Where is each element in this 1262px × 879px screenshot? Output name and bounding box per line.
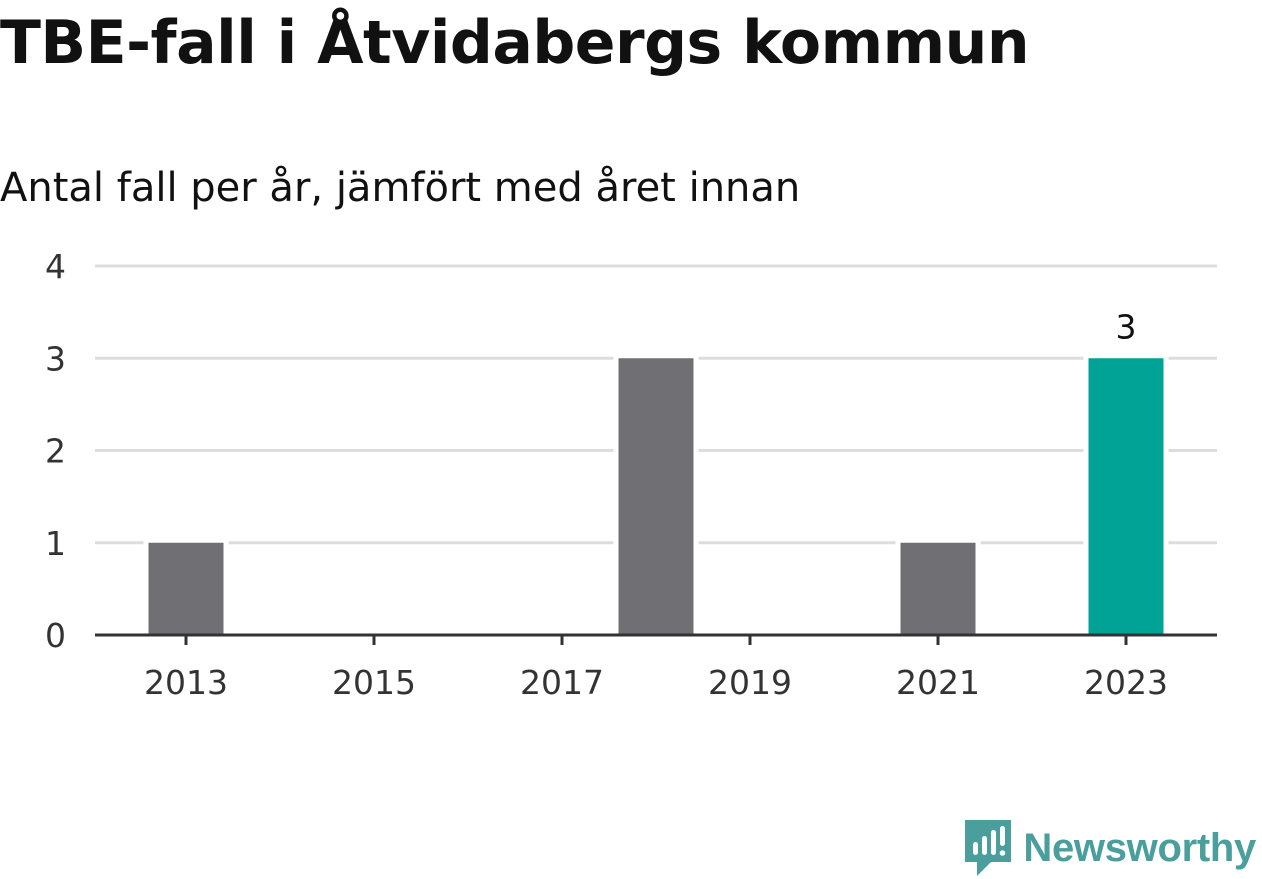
chart-subtitle: Antal fall per år, jämfört med året inna…: [0, 165, 801, 211]
y-tick-label: 3: [45, 339, 66, 378]
x-tick-label: 2015: [332, 663, 416, 702]
x-tick-label: 2021: [896, 663, 980, 702]
x-tick-label: 2019: [708, 663, 792, 702]
bars: [143, 355, 1169, 635]
bar-highlight: [1088, 358, 1164, 635]
brand-logo: Newsworthy: [963, 817, 1256, 879]
x-tick-label: 2013: [144, 663, 228, 702]
data-label: 3: [1116, 307, 1137, 346]
bar-chart: 0 1 2 3 4 3 2013 2015 2017 2019 2021 2023: [45, 247, 1217, 702]
y-tick-label: 0: [45, 616, 66, 655]
y-tick-label: 4: [45, 247, 66, 286]
bar: [618, 358, 694, 635]
y-tick-label: 1: [45, 524, 66, 563]
chart-title: TBE-fall i Åtvidabergs kommun: [0, 8, 1030, 78]
labels: 0 1 2 3 4 3 2013 2015 2017 2019 2021 2023: [45, 247, 1168, 702]
x-tick-label: 2023: [1084, 663, 1168, 702]
y-tick-label: 2: [45, 432, 66, 471]
bar: [900, 542, 976, 635]
bar: [148, 542, 224, 635]
x-tick-label: 2017: [520, 663, 604, 702]
newsworthy-logo-icon: [965, 820, 1012, 876]
brand-name: Newsworthy: [1023, 825, 1256, 870]
x-axis: [95, 633, 1217, 645]
